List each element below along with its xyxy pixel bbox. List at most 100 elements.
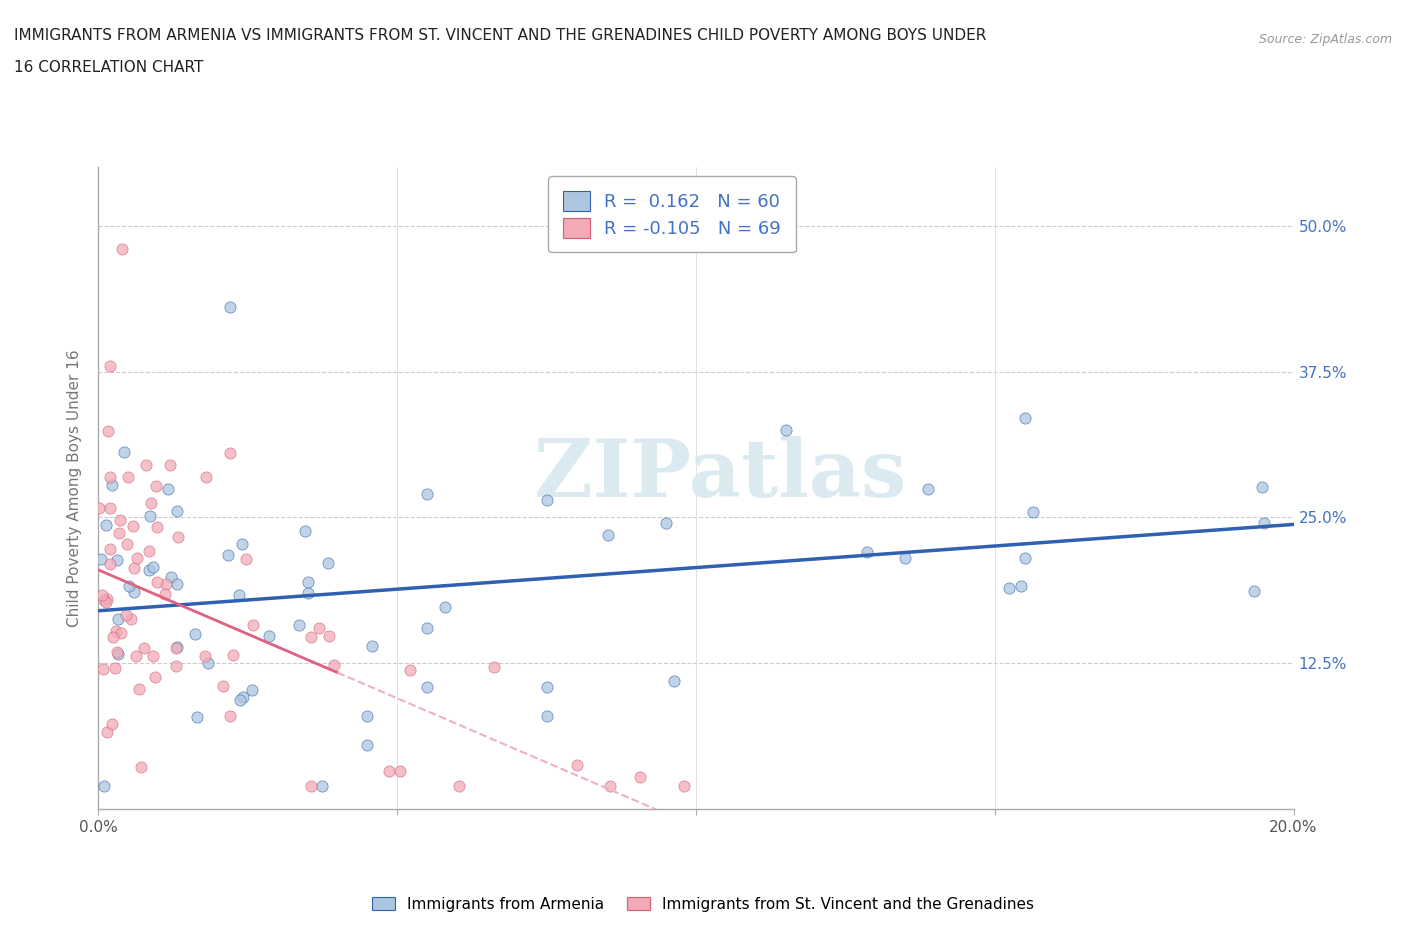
Point <box>98 501 121 516</box>
Point <box>242 618 264 632</box>
Point <box>673 778 696 793</box>
Point <box>235 552 257 567</box>
Point <box>115 537 138 551</box>
Point <box>118 578 141 593</box>
Point <box>166 639 188 654</box>
Text: Source: ZipAtlas.com: Source: ZipAtlas.com <box>1258 33 1392 46</box>
Point <box>433 600 456 615</box>
Point <box>299 778 322 793</box>
Point <box>100 477 122 492</box>
Point <box>105 552 128 567</box>
Point <box>160 569 183 584</box>
Point <box>90 551 112 566</box>
Point <box>416 486 439 501</box>
Point <box>1014 551 1036 565</box>
Point <box>297 574 319 589</box>
Point <box>195 469 218 484</box>
Point <box>186 710 208 724</box>
Point <box>135 458 157 472</box>
Point <box>232 689 254 704</box>
Point <box>129 760 152 775</box>
Point <box>100 717 122 732</box>
Point <box>628 770 651 785</box>
Point <box>108 512 131 527</box>
Point <box>449 778 471 793</box>
Point <box>323 658 346 672</box>
Point <box>219 445 242 460</box>
Point <box>105 624 128 639</box>
Text: ZIPatlas: ZIPatlas <box>534 436 905 514</box>
Point <box>96 725 118 740</box>
Point <box>536 709 558 724</box>
Legend: R =  0.162   N = 60, R = -0.105   N = 69: R = 0.162 N = 60, R = -0.105 N = 69 <box>548 177 796 252</box>
Point <box>120 612 142 627</box>
Point <box>94 518 117 533</box>
Point <box>107 612 129 627</box>
Point <box>212 679 235 694</box>
Point <box>998 581 1021 596</box>
Point <box>356 737 378 752</box>
Point <box>308 620 330 635</box>
Point <box>536 679 558 694</box>
Point <box>567 757 589 772</box>
Point <box>127 551 149 565</box>
Legend: Immigrants from Armenia, Immigrants from St. Vincent and the Grenadines: Immigrants from Armenia, Immigrants from… <box>366 890 1040 918</box>
Point <box>299 630 322 644</box>
Point <box>98 358 122 373</box>
Point <box>138 563 160 578</box>
Point <box>228 588 250 603</box>
Point <box>197 656 219 671</box>
Point <box>142 649 165 664</box>
Point <box>107 646 129 661</box>
Point <box>596 527 619 542</box>
Point <box>165 658 187 673</box>
Point <box>221 648 243 663</box>
Point <box>219 709 242 724</box>
Point <box>662 673 685 688</box>
Point <box>166 577 188 591</box>
Point <box>398 663 420 678</box>
Point <box>142 560 165 575</box>
Point <box>356 709 378 724</box>
Point <box>416 679 439 694</box>
Point <box>159 458 181 472</box>
Point <box>138 509 160 524</box>
Point <box>111 242 134 257</box>
Point <box>166 530 188 545</box>
Point <box>775 422 797 437</box>
Point <box>93 778 115 793</box>
Point <box>122 561 145 576</box>
Point <box>166 503 188 518</box>
Point <box>1251 480 1274 495</box>
Point <box>894 551 917 565</box>
Text: IMMIGRANTS FROM ARMENIA VS IMMIGRANTS FROM ST. VINCENT AND THE GRENADINES CHILD : IMMIGRANTS FROM ARMENIA VS IMMIGRANTS FR… <box>14 28 987 43</box>
Point <box>219 300 242 315</box>
Point <box>98 469 122 484</box>
Point <box>316 556 339 571</box>
Point <box>217 548 239 563</box>
Point <box>655 516 678 531</box>
Point <box>101 630 124 644</box>
Point <box>98 557 121 572</box>
Point <box>1243 583 1265 598</box>
Y-axis label: Child Poverty Among Boys Under 16: Child Poverty Among Boys Under 16 <box>67 350 83 627</box>
Point <box>121 518 143 533</box>
Point <box>416 621 439 636</box>
Point <box>110 625 132 640</box>
Point <box>89 500 111 515</box>
Point <box>318 629 340 644</box>
Point <box>98 541 121 556</box>
Point <box>107 525 129 540</box>
Point <box>1022 505 1045 520</box>
Point <box>96 594 118 609</box>
Point <box>128 682 150 697</box>
Point <box>132 641 155 656</box>
Point <box>377 764 399 778</box>
Point <box>288 618 311 632</box>
Point <box>297 586 319 601</box>
Point <box>117 469 139 484</box>
Point <box>156 481 179 496</box>
Point <box>155 577 177 591</box>
Point <box>91 661 114 676</box>
Point <box>599 778 621 793</box>
